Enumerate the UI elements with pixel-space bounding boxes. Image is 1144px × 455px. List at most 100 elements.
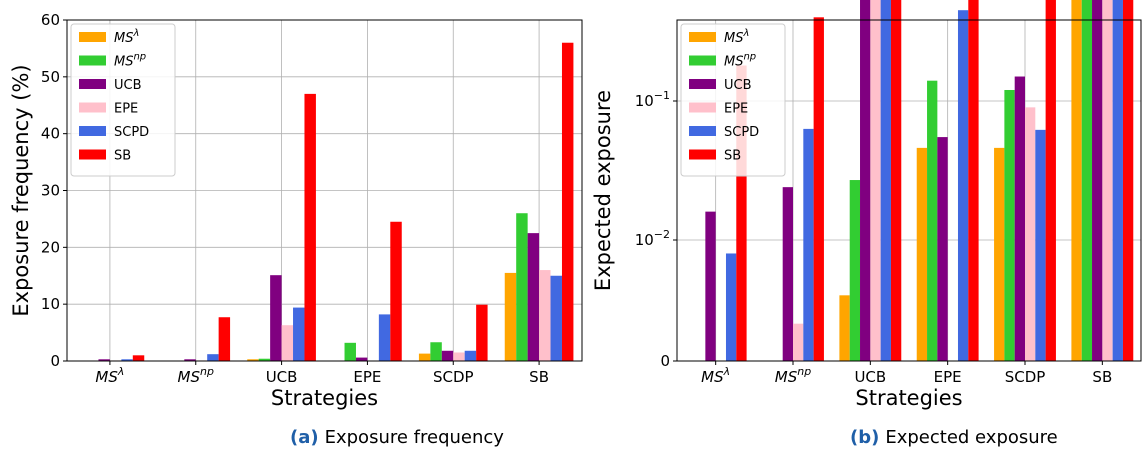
bar-MSnp: [344, 342, 356, 361]
bar-SB: [1045, 0, 1056, 362]
x-tick-label: UCB: [854, 368, 886, 386]
x-tick-label: MSnp: [178, 365, 214, 386]
x-tick-label: MSλ: [95, 365, 124, 386]
bar-EPE: [453, 352, 465, 361]
bar-SCPD: [293, 307, 305, 361]
bar-MSλ: [994, 147, 1005, 361]
bar-UCB: [441, 350, 454, 361]
caption-text: Expected exposure: [885, 427, 1057, 448]
bar-SCPD: [207, 354, 219, 361]
legend-label: MSλ: [724, 28, 749, 46]
bar-MSλ: [247, 359, 259, 361]
bar-MSnp: [1004, 89, 1015, 361]
bar-SCPD: [121, 359, 133, 361]
bar-SCPD: [464, 350, 477, 361]
legend-swatch: [79, 32, 106, 42]
x-tick-label: SCDP: [433, 368, 474, 386]
y-tick-label: 20: [41, 238, 60, 256]
x-axis-label: Strategies: [855, 386, 962, 410]
bar-UCB: [1092, 0, 1103, 361]
x-tick-label: MSλ: [701, 365, 730, 386]
bar-MSnp: [927, 80, 938, 361]
legend-swatch: [79, 79, 106, 89]
legend-swatch: [79, 102, 106, 113]
bar-UCB: [184, 359, 196, 361]
bar-SCPD: [803, 128, 814, 361]
x-tick-label: EPE: [353, 368, 381, 386]
y-tick-label: 60: [41, 11, 60, 29]
bar-SB: [390, 221, 402, 361]
bar-UCB: [98, 359, 110, 361]
caption-label: (a): [290, 427, 319, 448]
bar-SCPD: [957, 10, 969, 361]
bar-UCB: [355, 357, 368, 361]
y-tick-label: 50: [41, 68, 60, 86]
bar-SB: [304, 93, 316, 361]
bar-SB: [968, 0, 979, 362]
y-axis-label: Exposure frequency (%): [9, 64, 33, 316]
y-tick-label: 10−1: [635, 89, 670, 110]
plot-frame: [676, 19, 1142, 362]
bar-SCPD: [1035, 129, 1046, 361]
legend-label: SCPD: [114, 125, 149, 140]
legend-label: UCB: [724, 78, 752, 93]
bar-MSλ: [839, 295, 850, 361]
caption-text: Exposure frequency: [325, 427, 505, 448]
legend: MSλ MSnp UCB EPE SCPD SB: [70, 23, 176, 177]
legend-swatch: [689, 149, 716, 160]
legend-swatch: [689, 126, 716, 136]
chart-panel-b: 010−210−1100MSλMSnpUCBEPESCDPSBStrategie…: [591, 0, 1142, 448]
bar-UCB: [705, 211, 716, 361]
legend-swatch: [79, 126, 106, 136]
y-tick-label: 10−2: [635, 228, 670, 249]
x-tick-label: UCB: [266, 368, 298, 386]
bar-MSnp: [849, 180, 861, 361]
caption-label: (b): [850, 427, 879, 448]
bar-MSλ: [504, 272, 517, 361]
bar-EPE: [793, 323, 804, 361]
bar-SCPD: [1112, 0, 1123, 362]
bar-UCB: [270, 275, 282, 361]
y-tick-label: 10: [41, 295, 60, 313]
bar-SCPD: [880, 0, 891, 361]
legend-label: SCPD: [724, 125, 759, 140]
legend-swatch: [689, 102, 716, 113]
chart-panel-a: 0 10 20 30 40 50 60 MSλ MSnp UCB EPE SCDP SB Strategi…: [9, 11, 583, 448]
bar-MSλ: [916, 147, 928, 361]
bar-EPE: [1025, 107, 1036, 361]
legend-swatch: [79, 55, 106, 66]
bar-MSλ: [1071, 0, 1082, 362]
legend-label: MSλ: [114, 28, 139, 46]
bar-SB: [736, 65, 747, 361]
bar-SCPD: [550, 275, 562, 361]
bar-EPE: [539, 270, 551, 361]
x-axis-label: Strategies: [271, 386, 378, 410]
x-tick-label: SB: [1092, 368, 1112, 386]
legend-label: SB: [114, 149, 131, 164]
legend-swatch: [689, 55, 716, 66]
legend-swatch: [689, 79, 716, 89]
bar-MSλ: [418, 353, 431, 361]
bar-UCB: [1014, 76, 1025, 361]
y-tick-label: 40: [41, 125, 60, 143]
legend-label: MSnp: [724, 52, 756, 70]
bar-SCPD: [378, 314, 391, 361]
panel-caption: (a) Exposure frequency: [290, 427, 504, 448]
bar-SB: [132, 355, 145, 361]
bar-MSnp: [1081, 0, 1093, 361]
legend-label: UCB: [114, 78, 142, 93]
bar-SB: [813, 17, 824, 362]
bar-EPE: [281, 325, 294, 361]
y-tick-label: 0: [50, 352, 60, 370]
legend-label: EPE: [114, 102, 138, 117]
x-tick-label: SB: [529, 368, 549, 386]
bar-EPE: [1102, 0, 1113, 361]
bar-SB: [890, 0, 902, 361]
bar-UCB: [860, 0, 871, 362]
bar-UCB: [527, 233, 540, 361]
bar-MSnp: [516, 213, 528, 361]
legend: MSλ MSnp UCB EPE SCPD SB: [680, 23, 786, 177]
bar-UCB: [937, 137, 948, 361]
bar-EPE: [870, 0, 881, 361]
